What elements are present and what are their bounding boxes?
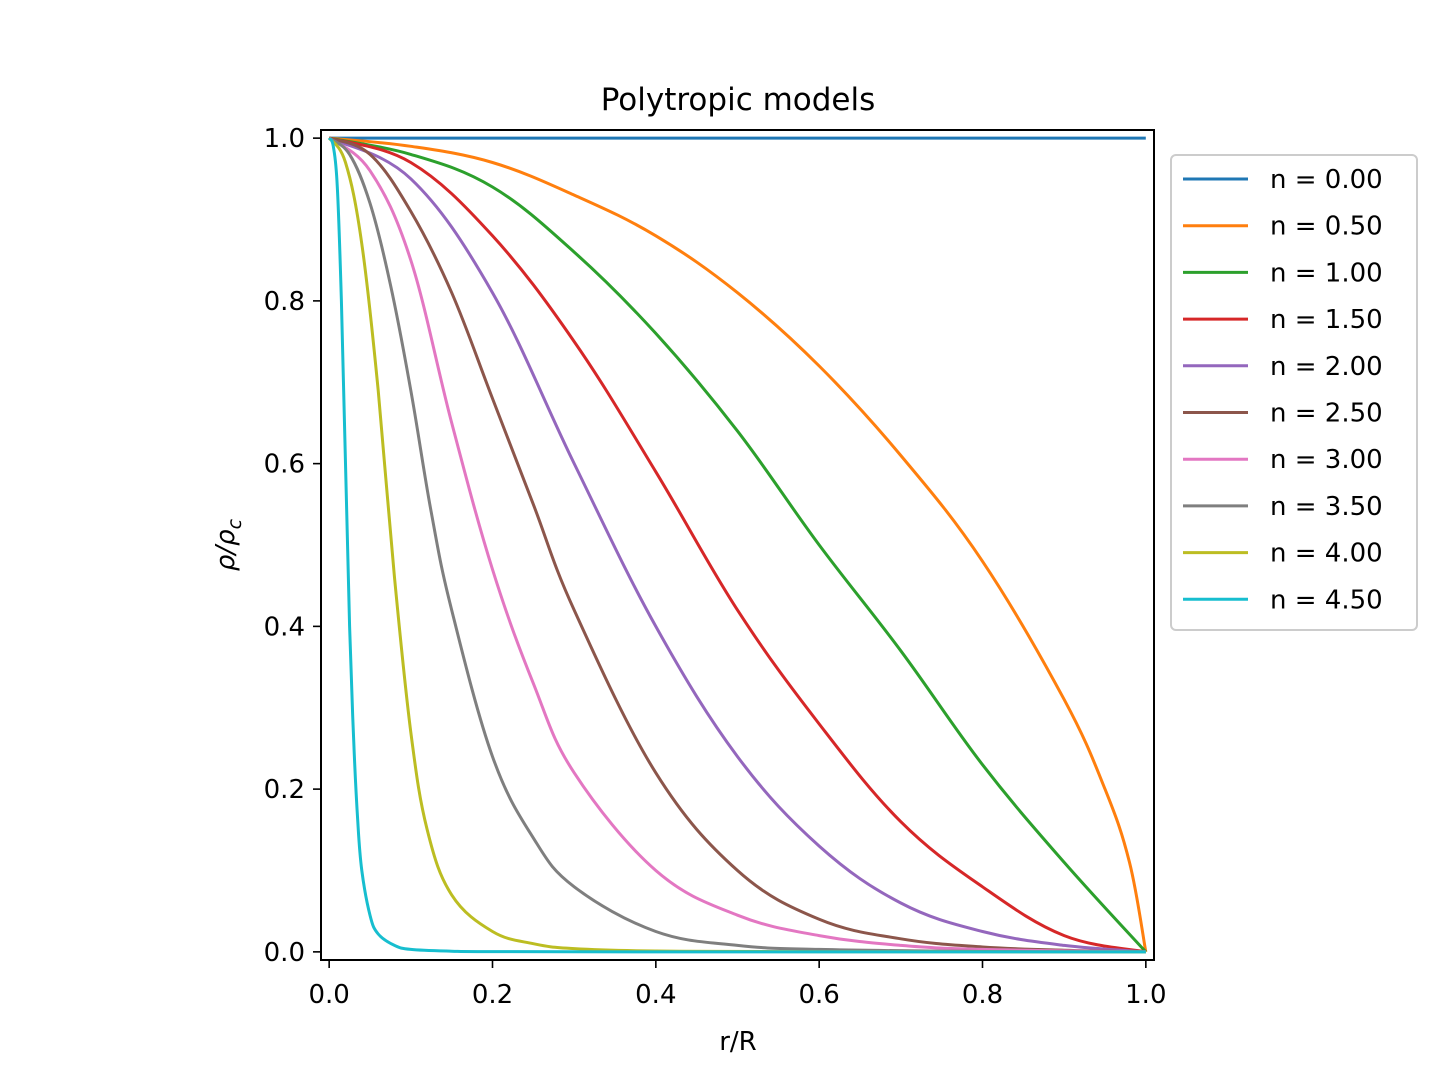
legend-label-6: n = 3.00	[1270, 445, 1383, 475]
y-tick-label: 0.0	[264, 938, 305, 968]
x-tick-label: 0.4	[635, 980, 676, 1010]
y-axis: 0.0 0.2 0.4 0.6 0.8 1.0	[264, 124, 321, 968]
y-axis-label-main: ρ/ρ	[211, 529, 241, 571]
legend-label-3: n = 1.50	[1270, 305, 1383, 335]
legend-label-5: n = 2.50	[1270, 399, 1383, 429]
legend-label-8: n = 4.00	[1270, 539, 1383, 569]
x-tick-label: 0.2	[472, 980, 513, 1010]
x-tick-label: 1.0	[1125, 980, 1166, 1010]
legend-label-1: n = 0.50	[1270, 212, 1383, 242]
y-tick-label: 0.4	[264, 612, 305, 642]
y-tick-label: 0.2	[264, 775, 305, 805]
y-axis-label-sub: c	[224, 518, 246, 529]
series-line-5	[328, 136, 1146, 954]
legend-label-9: n = 4.50	[1270, 585, 1383, 615]
legend-label-7: n = 3.50	[1270, 492, 1383, 522]
y-tick-label: 0.6	[264, 450, 305, 480]
legend-label-0: n = 0.00	[1270, 165, 1383, 195]
x-tick-label: 0.6	[798, 980, 839, 1010]
y-axis-label: ρ/ρc	[211, 518, 246, 571]
x-axis: 0.0 0.2 0.4 0.6 0.8 1.0	[308, 960, 1167, 1010]
x-axis-label: r/R	[719, 1027, 757, 1057]
x-tick-label: 0.0	[308, 980, 349, 1010]
legend: n = 0.00 n = 0.50 n = 1.00 n = 1.50 n = 2.00…	[1170, 154, 1418, 631]
series-line-1	[329, 136, 1148, 953]
legend-label-4: n = 2.00	[1270, 352, 1383, 382]
x-tick-label: 0.8	[962, 980, 1003, 1010]
series-line-9	[327, 137, 1146, 954]
series-line-2	[328, 136, 1147, 953]
series-line-4	[328, 136, 1146, 954]
chart-title: Polytropic models	[601, 82, 876, 118]
legend-label-2: n = 1.00	[1270, 258, 1383, 288]
series-line-6	[328, 136, 1146, 954]
y-tick-label: 1.0	[264, 124, 305, 154]
series-line-3	[328, 136, 1147, 954]
plot-frame	[320, 129, 1155, 961]
y-tick-label: 0.8	[264, 287, 305, 317]
series-line-7	[328, 136, 1146, 954]
series-layer	[327, 136, 1148, 954]
